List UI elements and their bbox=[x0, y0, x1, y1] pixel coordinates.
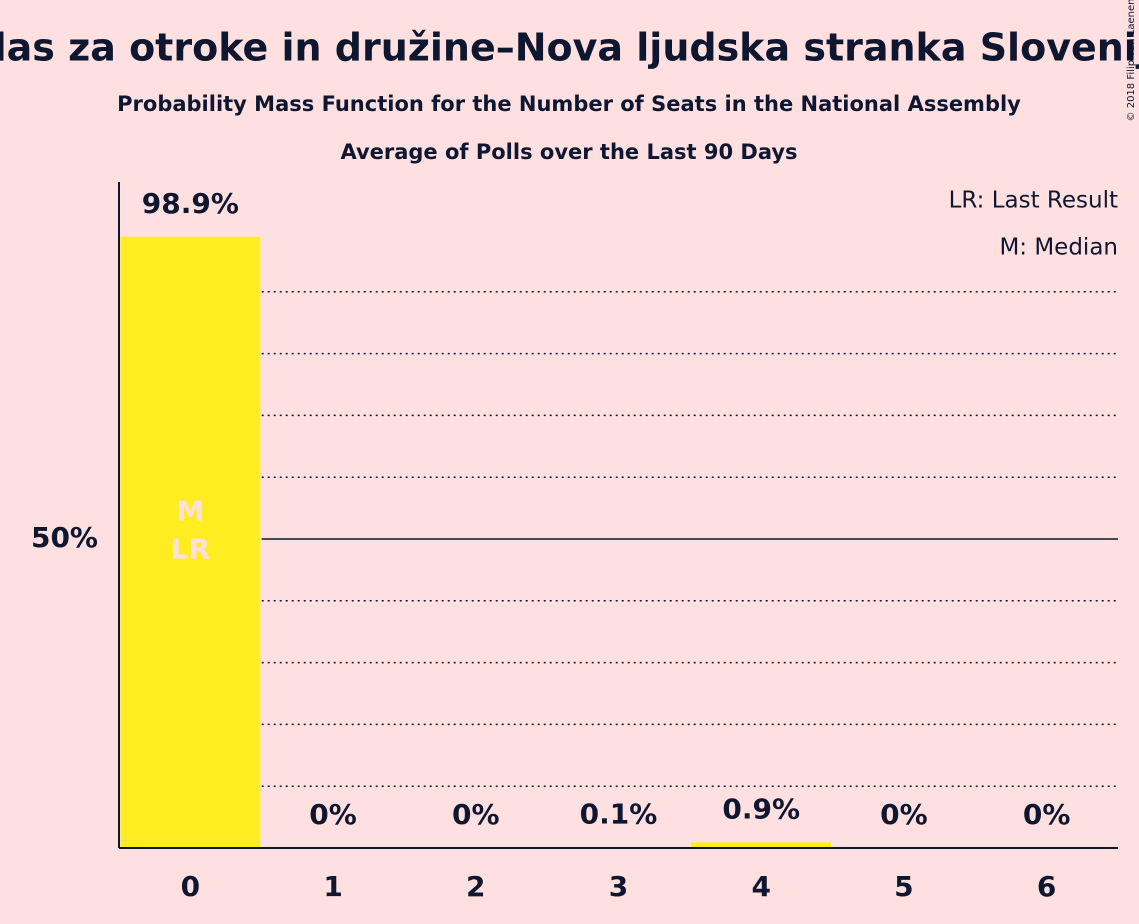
value-label: 0.1% bbox=[580, 797, 658, 830]
value-label: 0% bbox=[1023, 798, 1071, 831]
value-label: 0% bbox=[880, 798, 928, 831]
chart-title: Glas za otroke in družine–Nova ljudska s… bbox=[0, 26, 1139, 70]
legend-entry: LR: Last Result bbox=[949, 188, 1118, 214]
value-label: 0% bbox=[452, 798, 500, 831]
bar bbox=[691, 842, 832, 848]
x-tick-label: 2 bbox=[466, 870, 485, 903]
copyright: © 2018 Filip van Laenen bbox=[1126, 0, 1137, 121]
x-tick-label: 3 bbox=[609, 870, 628, 903]
x-tick-label: 0 bbox=[181, 870, 200, 903]
chart-subtitle: Average of Polls over the Last 90 Days bbox=[340, 140, 797, 164]
x-tick-label: 1 bbox=[323, 870, 342, 903]
legend-entry: M: Median bbox=[999, 235, 1118, 261]
chart-subtitle: Probability Mass Function for the Number… bbox=[117, 92, 1021, 116]
value-label: 0% bbox=[309, 798, 357, 831]
y-tick-label: 50% bbox=[31, 521, 98, 554]
x-tick-label: 6 bbox=[1037, 870, 1056, 903]
x-tick-label: 4 bbox=[751, 870, 770, 903]
value-label: 0.9% bbox=[722, 792, 800, 825]
last-result-marker: LR bbox=[171, 532, 210, 565]
median-marker: M bbox=[176, 494, 204, 527]
bar bbox=[120, 236, 261, 849]
value-label: 98.9% bbox=[142, 187, 239, 220]
x-tick-label: 5 bbox=[894, 870, 913, 903]
